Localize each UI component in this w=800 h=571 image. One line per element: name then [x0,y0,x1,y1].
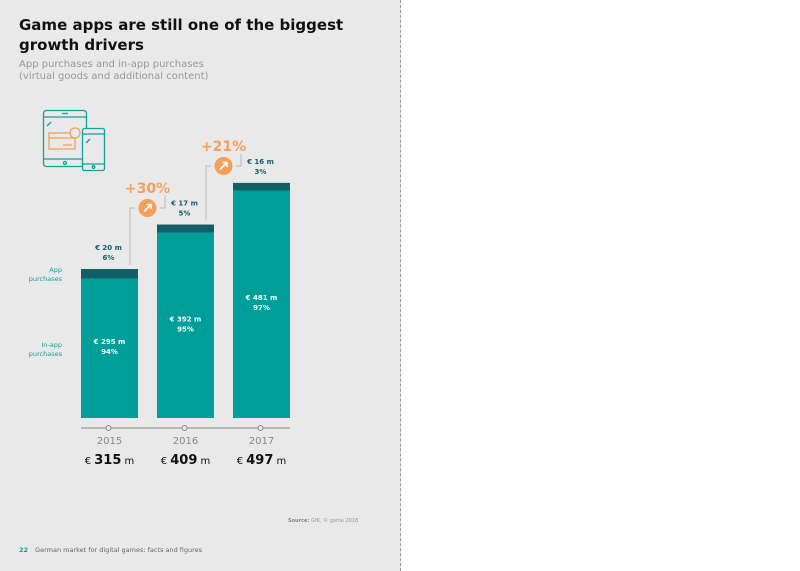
growth-bracket [129,195,166,265]
app-value-label: € 16 m [246,158,274,166]
page-panel: Game apps are still one of the biggest g… [0,0,401,571]
subtitle: App purchases and in-app purchases (virt… [19,59,208,83]
bar-in-app-2015 [81,278,138,418]
source-note: Source: GfK, © game 2018 [288,518,358,524]
legend-inapp-line1: In-app [41,341,62,349]
legend: App purchases In-app purchases [29,266,63,358]
app-percent-label: 5% [179,210,191,218]
arrow-glyph [143,203,152,213]
legend-inapp-line2: purchases [29,350,63,358]
total-label-2016: € 409 m [161,453,211,468]
axis-tick-marker [105,425,112,431]
year-label-2017: 2017 [249,436,274,447]
in-app-percent-label: 97% [253,304,270,312]
app-percent-label: 6% [103,254,115,262]
app-percent-label: 3% [255,168,267,176]
bar-app-2016 [157,224,214,233]
bar-in-app-2016 [157,232,214,418]
legend-app-line1: App [49,266,62,274]
devices-illustration-icon [42,109,106,172]
bar-app-2015 [81,269,138,279]
stacked-bar-chart: App purchases In-app purchases € 295 m 94… [29,109,290,468]
total-label-2015: € 315 m [85,453,135,468]
subtitle-line-2: (virtual goods and additional content) [19,71,209,82]
footer-text: German market for digital games: facts a… [35,546,203,554]
bar-app-2017 [233,182,290,191]
in-app-value-label: € 392 m [169,315,202,323]
footer: 22 German market for digital games: facts… [19,546,202,554]
subtitle-line-1: App purchases and in-app purchases [19,59,204,70]
axis-tick-marker [257,425,264,431]
source-label: Source: [288,518,310,524]
in-app-percent-label: 95% [177,325,194,333]
source-text: GfK, © game 2018 [311,518,359,524]
year-label-2015: 2015 [97,436,122,447]
legend-app-line2: purchases [29,275,63,283]
in-app-value-label: € 295 m [93,338,126,346]
growth-bracket [205,153,242,221]
year-label-2016: 2016 [173,436,198,447]
total-label-2017: € 497 m [237,453,287,468]
growth-label: +21% [201,139,246,155]
app-value-label: € 17 m [170,200,198,208]
arrow-glyph [219,161,228,171]
page-title: Game apps are still one of the biggest g… [19,16,344,54]
page-number: 22 [19,546,29,554]
in-app-value-label: € 481 m [245,294,278,302]
axis-tick-marker [181,425,188,431]
bar-in-app-2017 [233,190,290,418]
app-value-label: € 20 m [94,244,122,252]
growth-label: +30% [125,181,170,197]
in-app-percent-label: 94% [101,348,118,356]
